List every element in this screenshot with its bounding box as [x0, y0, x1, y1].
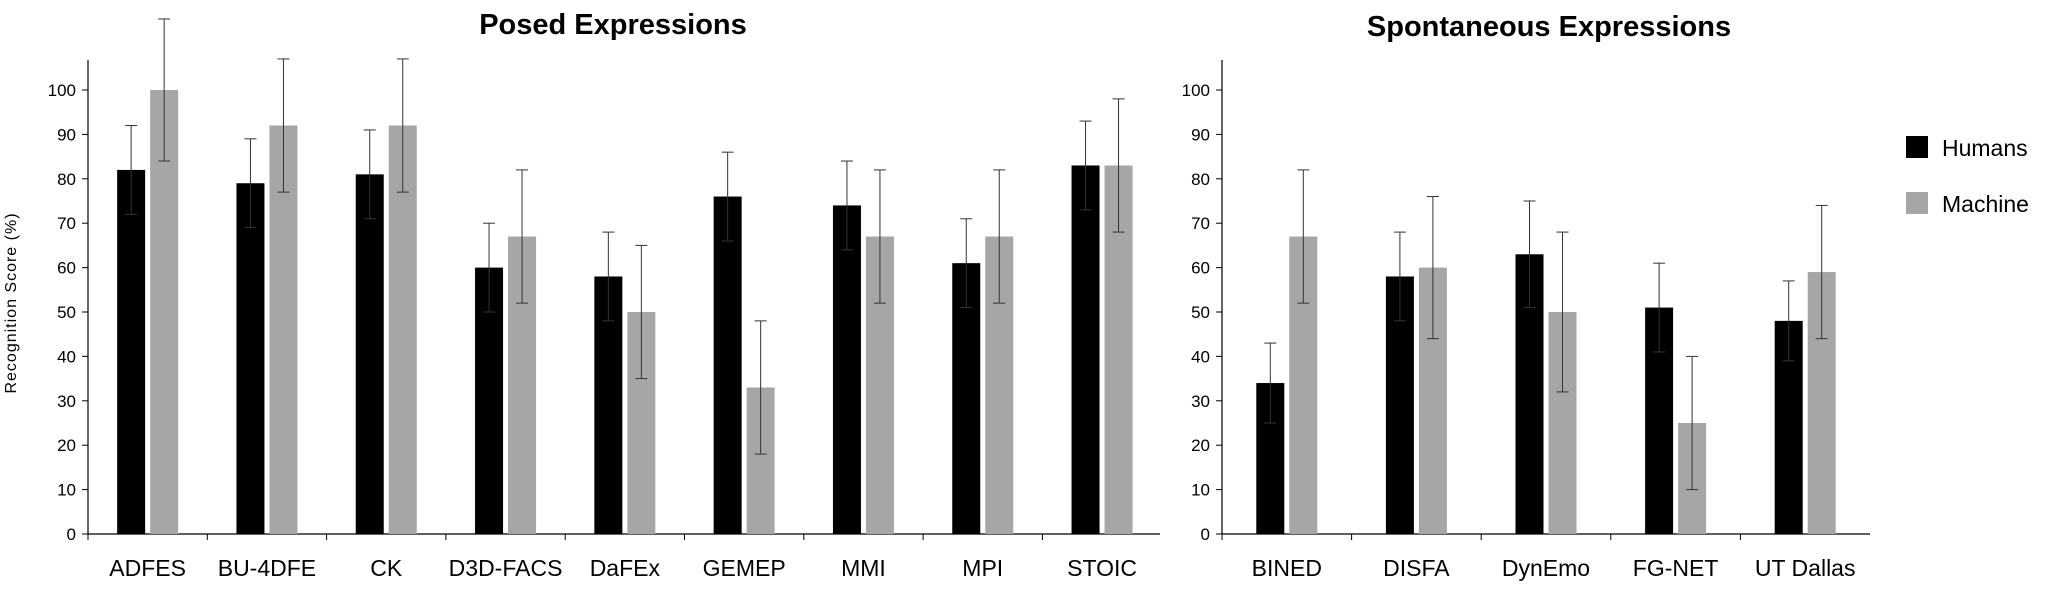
legend: Humans Machine	[1906, 135, 2029, 217]
posed-plot-area: 0 10 20 30 40 50 60 70 80 90 100 ADFES BU-4DFE CK D3D-…	[48, 18, 1160, 581]
y-tick-label: 20	[57, 436, 76, 455]
category-label-dafex: DaFEx	[590, 555, 661, 581]
bar-machine-bu-4dfe	[269, 125, 298, 535]
category-label-d3d-facs: D3D-FACS	[449, 555, 563, 581]
category-label-gemep: GEMEP	[703, 555, 786, 581]
category-label-disfa: DISFA	[1383, 555, 1450, 581]
bar-humans-ck	[355, 174, 384, 535]
y-tick-label: 20	[1191, 436, 1210, 455]
bar-humans-gemep	[713, 196, 742, 534]
y-tick-label: 100	[1182, 81, 1210, 100]
bar-humans-mmi	[832, 205, 861, 534]
y-tick-label: 40	[1191, 347, 1210, 366]
y-tick-label: 60	[57, 259, 76, 278]
y-tick-label: 60	[1191, 259, 1210, 278]
category-label-bined: BINED	[1252, 555, 1322, 581]
y-tick-label: 10	[1191, 481, 1210, 500]
bar-humans-stoic	[1071, 165, 1100, 535]
y-tick-label: 90	[57, 125, 76, 144]
category-label-mmi: MMI	[841, 555, 886, 581]
y-tick-label: 70	[1191, 214, 1210, 233]
category-label-fg-net: FG-NET	[1633, 555, 1719, 581]
bar-machine-adfes	[150, 90, 179, 534]
y-tick-label: 50	[57, 303, 76, 322]
y-tick-label: 80	[57, 170, 76, 189]
category-label-bu-4dfe: BU-4DFE	[218, 555, 316, 581]
bar-machine-ck	[388, 125, 417, 535]
category-label-ck: CK	[370, 555, 403, 581]
bar-humans-bu-4dfe	[236, 183, 265, 535]
y-axis-label: Recognition Score (%)	[3, 212, 20, 393]
legend-label-humans: Humans	[1942, 135, 2028, 161]
bar-humans-mpi	[952, 263, 981, 534]
y-tick-label: 0	[1201, 525, 1210, 544]
y-tick-label: 30	[57, 392, 76, 411]
spontaneous-plot-area: 0 10 20 30 40 50 60 70 80 90 100 BINED DISFA DynEmo FG…	[1182, 60, 1870, 581]
chart-title-spontaneous: Spontaneous Expressions	[1367, 11, 1731, 43]
y-tick-label: 80	[1191, 170, 1210, 189]
bar-humans-adfes	[117, 169, 146, 535]
y-tick-label: 70	[57, 214, 76, 233]
y-tick-label: 50	[1191, 303, 1210, 322]
legend-swatch-humans	[1906, 136, 1928, 158]
category-label-adfes: ADFES	[109, 555, 186, 581]
y-tick-label: 0	[67, 525, 76, 544]
y-tick-label: 100	[48, 81, 76, 100]
y-tick-label: 10	[57, 481, 76, 500]
y-tick-label: 40	[57, 347, 76, 366]
y-tick-label: 90	[1191, 125, 1210, 144]
chart-title-posed: Posed Expressions	[479, 9, 747, 41]
category-label-mpi: MPI	[962, 555, 1003, 581]
category-label-ut-dallas: UT Dallas	[1755, 555, 1856, 581]
category-label-dynemo: DynEmo	[1502, 555, 1590, 581]
y-tick-label: 30	[1191, 392, 1210, 411]
legend-label-machine: Machine	[1942, 191, 2029, 217]
category-label-stoic: STOIC	[1067, 555, 1137, 581]
legend-swatch-machine	[1906, 192, 1928, 214]
